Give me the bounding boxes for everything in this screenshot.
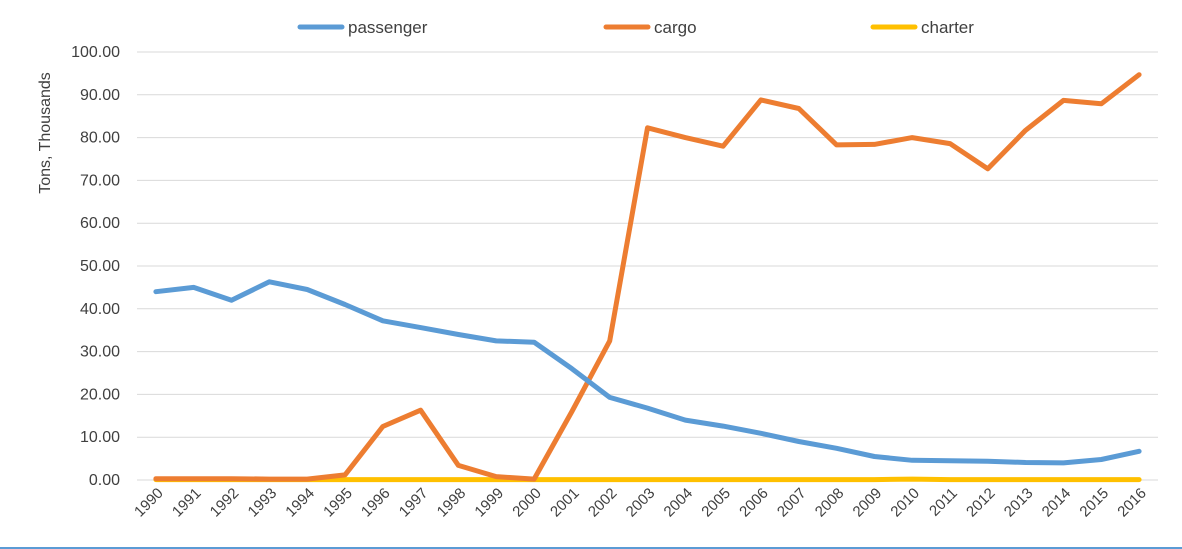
x-tick-label: 1995 [320, 485, 356, 521]
x-tick-label: 2014 [1039, 485, 1075, 521]
x-tick-label: 1991 [169, 485, 205, 521]
x-tick-label: 2016 [1114, 485, 1150, 521]
y-axis-label: Tons, Thousands [37, 72, 54, 194]
y-tick-label: 60.00 [80, 215, 120, 232]
legend-label-charter: charter [921, 18, 974, 37]
x-tick-label: 2000 [509, 485, 545, 521]
x-tick-label: 2012 [963, 485, 999, 521]
x-tick-label: 2015 [1076, 485, 1112, 521]
x-tick-label: 2001 [547, 485, 583, 521]
x-tick-label: 1998 [434, 485, 470, 521]
series-layer [153, 72, 1142, 483]
x-tick-label: 1994 [282, 485, 318, 521]
x-tick-label: 1992 [207, 485, 243, 521]
x-axis-ticks: 1990 1991 1992 1993 1994 1995 1996 1997 1998 1999… [131, 485, 1150, 521]
x-tick-label: 2005 [698, 485, 734, 521]
x-tick-label: 2010 [887, 485, 923, 521]
y-tick-label: 20.00 [80, 386, 120, 403]
y-tick-label: 70.00 [80, 172, 120, 189]
series-line-passenger [153, 279, 1142, 466]
legend: passenger cargo charter [297, 18, 974, 37]
y-tick-label: 40.00 [80, 301, 120, 318]
y-tick-label: 30.00 [80, 344, 120, 361]
x-tick-label: 2008 [812, 485, 848, 521]
x-tick-label: 1993 [245, 485, 281, 521]
y-tick-label: 80.00 [80, 130, 120, 147]
x-tick-label: 2002 [585, 485, 621, 521]
x-tick-label: 1990 [131, 485, 167, 521]
bottom-border [0, 547, 1182, 549]
x-tick-label: 2004 [661, 485, 697, 521]
y-tick-label: 90.00 [80, 87, 120, 104]
legend-label-passenger: passenger [348, 18, 428, 37]
x-tick-label: 2006 [736, 485, 772, 521]
x-tick-label: 2003 [623, 485, 659, 521]
y-axis-ticks: 0.00 10.00 20.00 30.00 40.00 50.00 60.00 70.00 8… [71, 44, 120, 489]
series-line-cargo [153, 72, 1142, 482]
x-tick-label: 2013 [1001, 485, 1037, 521]
y-tick-label: 100.00 [71, 44, 120, 61]
x-tick-label: 1999 [471, 485, 507, 521]
x-tick-label: 1997 [396, 485, 432, 521]
x-tick-label: 1996 [358, 485, 394, 521]
x-tick-label: 2007 [774, 485, 810, 521]
grid-layer [137, 51, 1158, 481]
legend-label-cargo: cargo [654, 18, 697, 37]
y-tick-label: 0.00 [89, 472, 120, 489]
x-tick-label: 2009 [850, 485, 886, 521]
y-tick-label: 10.00 [80, 429, 120, 446]
x-tick-label: 2011 [926, 485, 961, 520]
y-tick-label: 50.00 [80, 258, 120, 275]
